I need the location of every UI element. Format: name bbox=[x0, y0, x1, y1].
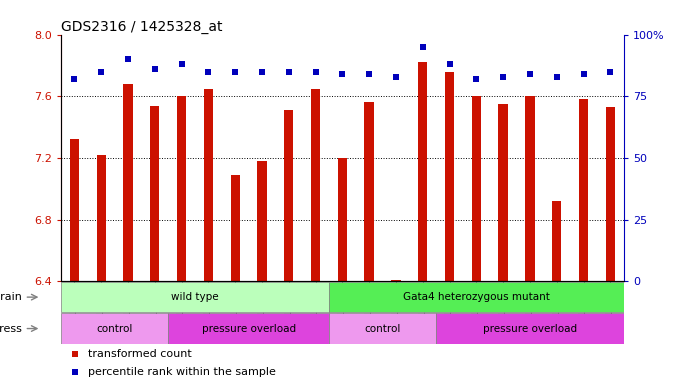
Bar bbox=[552, 201, 561, 281]
Point bbox=[605, 68, 616, 74]
Bar bbox=[329, 313, 436, 344]
Point bbox=[551, 73, 562, 79]
Point bbox=[444, 61, 455, 67]
Bar bbox=[418, 62, 427, 281]
Point bbox=[498, 73, 508, 79]
Bar bbox=[61, 313, 168, 344]
Bar bbox=[177, 96, 186, 281]
Text: percentile rank within the sample: percentile rank within the sample bbox=[88, 367, 276, 377]
Bar bbox=[445, 71, 454, 281]
Point bbox=[283, 68, 294, 74]
Point bbox=[337, 71, 348, 77]
Bar bbox=[231, 175, 240, 281]
Point bbox=[471, 76, 482, 82]
Bar bbox=[472, 96, 481, 281]
Bar bbox=[123, 84, 133, 281]
Point bbox=[256, 68, 267, 74]
Point bbox=[465, 287, 476, 293]
Text: wild type: wild type bbox=[171, 292, 219, 302]
Text: transformed count: transformed count bbox=[88, 349, 192, 359]
Bar bbox=[525, 96, 535, 281]
Bar bbox=[498, 104, 508, 281]
Bar bbox=[258, 161, 266, 281]
Text: GDS2316 / 1425328_at: GDS2316 / 1425328_at bbox=[61, 20, 222, 33]
Point bbox=[465, 124, 476, 130]
Bar bbox=[329, 282, 624, 312]
Bar bbox=[311, 89, 320, 281]
Point bbox=[176, 61, 187, 67]
Point bbox=[96, 68, 106, 74]
Bar bbox=[61, 282, 329, 312]
Bar bbox=[203, 89, 213, 281]
Bar bbox=[365, 103, 374, 281]
Point bbox=[123, 56, 134, 62]
Text: pressure overload: pressure overload bbox=[201, 324, 296, 334]
Text: control: control bbox=[96, 324, 133, 334]
Point bbox=[418, 44, 428, 50]
Text: Gata4 heterozygous mutant: Gata4 heterozygous mutant bbox=[403, 292, 550, 302]
Text: pressure overload: pressure overload bbox=[483, 324, 577, 334]
Point bbox=[391, 73, 401, 79]
Text: control: control bbox=[364, 324, 401, 334]
Bar bbox=[605, 107, 615, 281]
Bar bbox=[150, 106, 159, 281]
Bar bbox=[96, 155, 106, 281]
Bar bbox=[436, 313, 624, 344]
Text: stress: stress bbox=[0, 324, 23, 334]
Bar bbox=[579, 99, 589, 281]
Point bbox=[364, 71, 375, 77]
Point bbox=[203, 68, 214, 74]
Bar bbox=[284, 110, 294, 281]
Bar bbox=[391, 280, 401, 281]
Text: strain: strain bbox=[0, 292, 23, 302]
Point bbox=[149, 66, 160, 72]
Point bbox=[230, 68, 241, 74]
Point bbox=[69, 76, 80, 82]
Bar bbox=[338, 158, 347, 281]
Point bbox=[578, 71, 589, 77]
Bar bbox=[70, 139, 79, 281]
Bar bbox=[168, 313, 329, 344]
Point bbox=[525, 71, 536, 77]
Point bbox=[310, 68, 321, 74]
